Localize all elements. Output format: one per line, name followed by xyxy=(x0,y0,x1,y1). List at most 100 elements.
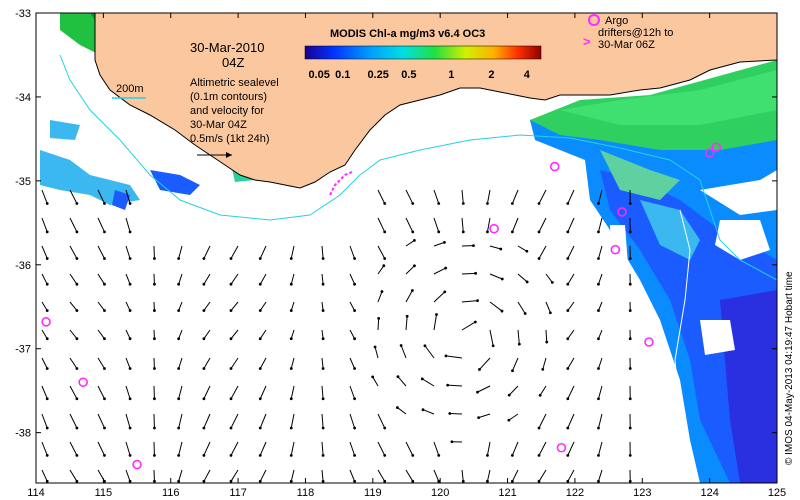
velocity-arrow-head xyxy=(103,426,106,430)
sealevel-legend: Altimetric sealevel (0.1m contours) and … xyxy=(190,77,279,158)
velocity-arrow xyxy=(321,385,324,399)
velocity-arrow xyxy=(321,273,324,285)
velocity-arrow xyxy=(397,376,407,387)
velocity-arrow xyxy=(125,217,131,233)
plot-frame xyxy=(35,12,778,484)
velocity-arrow-head xyxy=(45,426,49,430)
velocity-arrow-head xyxy=(229,397,233,401)
velocity-arrow xyxy=(374,346,379,359)
velocity-arrow xyxy=(203,357,211,369)
velocity-arrow xyxy=(486,217,491,232)
velocity-arrow-head xyxy=(128,367,132,370)
velocity-arrow-head xyxy=(153,367,156,370)
date-label: 30-Mar-2010 xyxy=(190,40,264,55)
velocity-arrow xyxy=(230,413,239,429)
velocity-arrow-head xyxy=(537,202,541,205)
svg-text:(0.1m contours): (0.1m contours) xyxy=(190,91,267,103)
velocity-arrow xyxy=(486,441,491,456)
velocity-arrow-head xyxy=(229,479,233,483)
velocity-arrow xyxy=(422,378,435,387)
argo-legend-marker xyxy=(588,14,600,26)
velocity-arrow-head xyxy=(153,257,156,260)
velocity-arrow-head xyxy=(461,230,465,234)
velocity-arrow-head xyxy=(75,426,79,430)
velocity-arrow-head xyxy=(229,282,233,286)
velocity-arrow-head xyxy=(597,337,600,341)
velocity-arrow xyxy=(538,413,547,429)
velocity-arrow-head xyxy=(202,367,206,370)
argo-float-marker xyxy=(132,459,142,470)
velocity-arrow xyxy=(349,385,356,399)
velocity-arrow-head xyxy=(45,202,49,205)
velocity-arrow-head xyxy=(258,337,262,341)
velocity-arrow-head xyxy=(45,479,49,483)
velocity-arrow-head xyxy=(507,393,511,397)
velocity-arrow xyxy=(97,189,105,204)
argo-float-marker xyxy=(41,317,51,327)
isobath-200m-east xyxy=(674,209,691,483)
velocity-arrow-head xyxy=(499,247,503,251)
velocity-arrow-head xyxy=(597,202,600,205)
argo-floats xyxy=(41,142,722,470)
velocity-arrow-head xyxy=(45,453,49,457)
velocity-arrow xyxy=(125,245,131,259)
velocity-arrow-head xyxy=(437,230,441,234)
velocity-arrow xyxy=(486,469,491,482)
velocity-arrow xyxy=(290,273,295,285)
velocity-arrow-head xyxy=(476,390,479,394)
velocity-arrow xyxy=(478,413,491,419)
velocity-arrow xyxy=(512,357,519,371)
velocity-arrow-head xyxy=(437,479,441,483)
velocity-arrow xyxy=(489,329,494,346)
velocity-arrow xyxy=(321,469,324,482)
velocity-arrow-head xyxy=(229,309,233,312)
velocity-arrow-head xyxy=(550,280,554,284)
velocity-arrow-head xyxy=(103,309,106,312)
velocity-arrow-head xyxy=(461,202,465,205)
velocity-arrow xyxy=(259,385,267,399)
velocity-arrow-head xyxy=(523,312,527,315)
velocity-arrow-head xyxy=(177,257,181,260)
velocity-arrow xyxy=(97,217,105,233)
velocity-arrow-head xyxy=(75,282,79,286)
velocity-arrow-head xyxy=(566,309,570,312)
velocity-arrow xyxy=(69,441,78,456)
velocity-arrow xyxy=(405,469,414,482)
isobath-legend-label: 200m xyxy=(116,83,144,95)
velocity-arrow-head xyxy=(202,426,206,430)
velocity-arrow xyxy=(41,357,48,369)
velocity-arrow-head xyxy=(377,317,381,320)
velocity-arrow xyxy=(598,329,603,339)
svg-text:Altimetric sealevel: Altimetric sealevel xyxy=(190,77,279,89)
velocity-arrow-head xyxy=(510,453,514,457)
velocity-arrow-head xyxy=(45,257,49,260)
velocity-arrow-head xyxy=(75,257,79,260)
velocity-arrow xyxy=(178,329,183,339)
velocity-arrow xyxy=(377,189,386,204)
velocity-arrow-head xyxy=(537,453,541,457)
velocity-arrow-head xyxy=(371,375,375,379)
velocity-arrow xyxy=(567,357,575,369)
velocity-arrow xyxy=(349,469,356,482)
velocity-arrow xyxy=(567,469,575,482)
velocity-arrow xyxy=(230,385,239,399)
velocity-arrow-head xyxy=(486,202,489,205)
velocity-arrow-head xyxy=(128,426,132,430)
velocity-arrow-head xyxy=(566,282,570,286)
velocity-arrow-head xyxy=(435,313,438,316)
velocity-arrow-head xyxy=(177,309,181,312)
velocity-arrow xyxy=(542,357,547,370)
velocity-arrow xyxy=(511,189,519,204)
velocity-arrow xyxy=(545,273,553,283)
velocity-arrow xyxy=(598,357,603,369)
x-axis: 114 115 116 117 118 119 120 121 122 123 124 125 xyxy=(27,13,786,499)
velocity-arrow-head xyxy=(177,479,181,483)
velocity-arrow xyxy=(405,265,415,275)
velocity-arrow xyxy=(97,273,105,285)
x-tick-label: 120 xyxy=(431,487,449,499)
velocity-arrow-head xyxy=(258,367,262,370)
colorbar-tick-label: 2 xyxy=(488,69,494,81)
velocity-arrow-head xyxy=(413,239,416,242)
velocity-arrow-head xyxy=(507,418,511,422)
velocity-arrow xyxy=(377,441,386,456)
